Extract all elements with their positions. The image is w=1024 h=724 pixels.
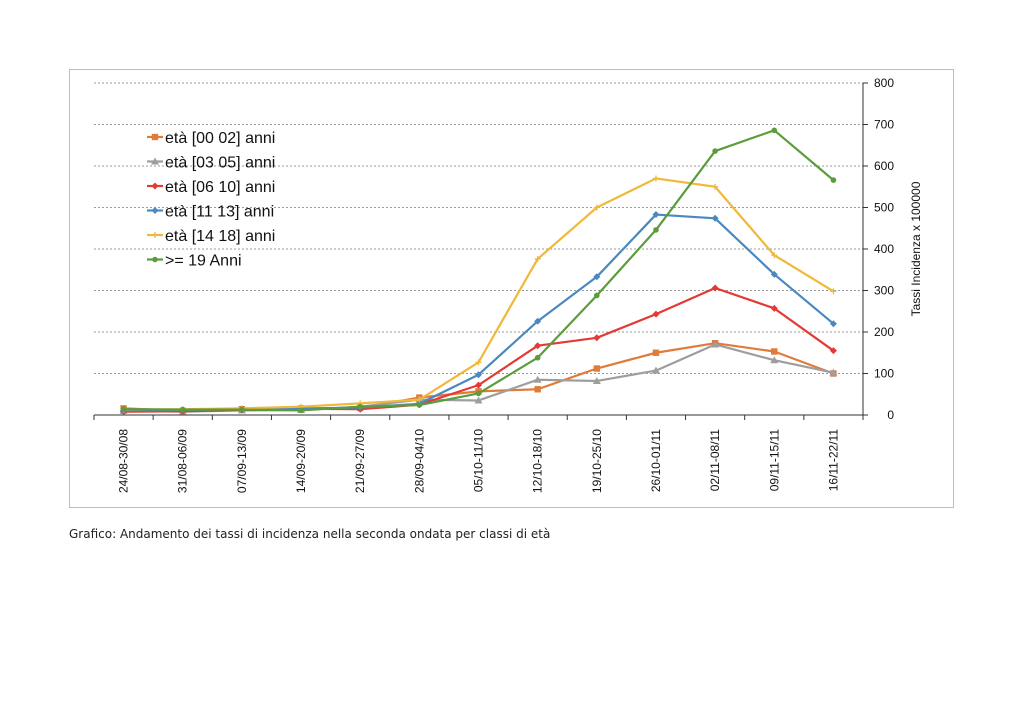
data-point [829, 368, 838, 376]
x-tick-label: 05/10-11/10 [472, 429, 486, 492]
y-tick-label: 200 [874, 325, 894, 339]
data-point [534, 354, 541, 361]
data-point [534, 317, 542, 325]
y-tick-label: 100 [874, 367, 894, 381]
data-point [652, 211, 660, 219]
x-tick-label: 02/11-08/11 [708, 429, 722, 492]
data-point [475, 390, 482, 397]
data-point [771, 127, 778, 134]
data-point [829, 347, 837, 355]
data-point [712, 183, 719, 190]
data-point [770, 270, 778, 278]
x-tick-label: 21/09-27/09 [353, 429, 367, 493]
x-tick-label: 24/08-30/08 [117, 429, 131, 493]
data-point [533, 375, 542, 383]
data-point [416, 402, 423, 408]
legend-label: età [11 13] anni [165, 204, 274, 221]
data-point [298, 407, 304, 414]
data-point [712, 148, 718, 154]
data-point [475, 359, 482, 366]
data-point [652, 310, 660, 318]
legend-marker [152, 232, 158, 238]
figure-caption: Grafico: Andamento dei tassi di incidenz… [69, 527, 551, 541]
data-point [594, 292, 600, 299]
data-point [475, 371, 482, 379]
data-point [651, 366, 660, 374]
legend-marker [152, 256, 158, 263]
legend-marker [151, 182, 159, 190]
y-tick-label: 400 [874, 242, 894, 256]
data-point [653, 227, 659, 233]
y-tick-label: 0 [887, 408, 894, 422]
y-tick-label: 500 [874, 201, 894, 215]
data-point [534, 255, 541, 262]
x-tick-label: 16/11-22/11 [826, 429, 840, 492]
legend-label: età [14 18] anni [165, 228, 275, 245]
line-chart: 0 100 200 300 400 500 600 700 800 24/08-30/08 31/0… [93, 76, 923, 493]
y-tick-label: 300 [874, 284, 894, 298]
data-point [593, 334, 601, 342]
data-point [830, 177, 837, 183]
data-point [416, 396, 423, 403]
data-point [711, 340, 720, 348]
legend-label: età [03 05] anni [165, 155, 275, 172]
x-tick-label: 09/11-15/11 [767, 429, 781, 492]
y-tick-label: 700 [874, 118, 894, 132]
data-point [474, 396, 483, 404]
data-point [771, 348, 778, 355]
series-line-5 [123, 129, 835, 412]
data-point [239, 406, 245, 413]
x-tick-label: 14/09-20/09 [294, 429, 308, 493]
data-point [770, 304, 778, 312]
legend-marker [151, 207, 159, 214]
data-point [593, 365, 601, 372]
legend-label: età [00 02] anni [165, 130, 275, 147]
data-point [357, 403, 363, 410]
x-tick-label: 28/09-04/10 [412, 429, 426, 493]
y-tick-label: 800 [874, 76, 894, 90]
data-point [179, 406, 186, 413]
data-point [534, 386, 541, 393]
x-tick-label: 26/10-01/11 [649, 429, 663, 492]
legend-marker [151, 133, 159, 141]
legend-label: età [06 10] anni [165, 179, 275, 196]
data-point [830, 288, 837, 295]
x-tick-label: 19/10-25/10 [590, 429, 604, 493]
data-point [593, 273, 601, 281]
chart-frame: 0 100 200 300 400 500 600 700 800 24/08-30/08 31/0… [69, 69, 954, 508]
data-point [120, 406, 127, 412]
data-point [711, 284, 719, 292]
legend-label: >= 19 Anni [165, 253, 242, 270]
data-point [592, 376, 601, 384]
data-point [534, 342, 542, 350]
data-point [652, 175, 659, 182]
x-tick-label: 07/09-13/09 [235, 429, 249, 493]
x-tick-label: 12/10-18/10 [531, 429, 545, 493]
data-point [770, 356, 779, 364]
data-point [711, 214, 719, 222]
data-point [652, 349, 660, 356]
legend-marker [151, 157, 159, 165]
y-tick-label: 600 [874, 159, 894, 173]
x-tick-label: 31/08-06/09 [176, 429, 190, 493]
data-point [593, 204, 600, 211]
data-point [475, 381, 482, 389]
data-point [771, 252, 778, 259]
data-point [829, 320, 837, 328]
y-axis-title: Tassi Incidenza x 100000 [909, 181, 923, 316]
